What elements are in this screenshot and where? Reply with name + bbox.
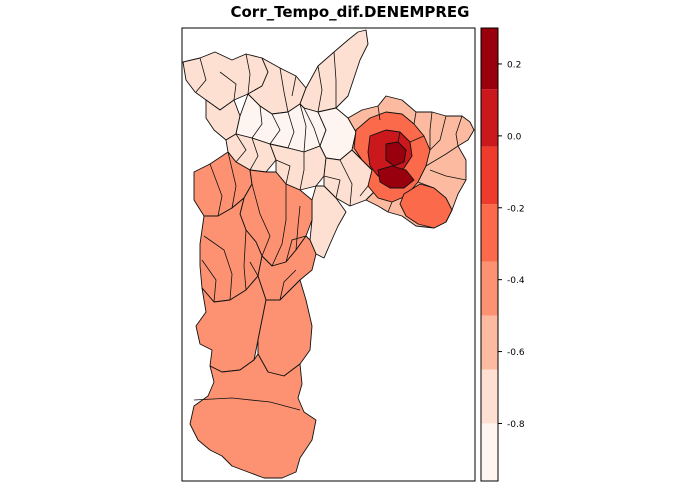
map-title: Corr_Tempo_dif.DENEMPREG [230,3,469,21]
district-boundary [359,185,369,197]
district-boundary [193,397,301,411]
district-boundary [209,163,223,217]
district-boundary [417,181,435,189]
color-legend: 0.2 0.0 -0.2 -0.4 -0.6 -0.8 [480,27,525,482]
district-boundary [271,184,287,267]
legend-tick-label-2: -0.2 [507,204,525,214]
legend-bin-7 [481,28,498,90]
legend-tick-label-1: 0.0 [507,132,522,142]
legend-tick-label-3: -0.4 [507,276,525,286]
district-boundary [303,107,321,147]
district-boundary [227,151,237,209]
district-boundary [339,159,353,207]
district-boundary [295,205,301,251]
district-boundary [387,201,393,213]
district-boundary [219,71,237,101]
map-frame [181,27,476,482]
legend-tick-label-0: 0.2 [507,60,521,70]
choropleth-map [182,29,475,479]
district-boundary [429,115,447,151]
district-boundary [425,145,459,167]
legend-bin-2 [481,315,498,370]
district-boundary [249,137,259,171]
district-boundary [299,103,307,153]
district-boundary [279,269,297,301]
legend-bin-4 [481,204,498,262]
district-boundary [409,135,425,143]
district-boundary [251,105,263,139]
district-boundary [245,53,251,95]
north-east-district [299,29,369,113]
district-boundary [279,67,289,113]
district-boundary [323,175,341,199]
district-boundary [317,65,323,113]
district-boundary [291,75,297,97]
east-hotspot-south [377,165,415,189]
legend-bin-5 [481,146,498,205]
district-boundary [377,105,381,121]
district-boundary [269,113,281,145]
legend-bin-1 [481,369,498,424]
legend-bin-0 [481,423,498,481]
district-boundary [275,159,291,185]
district-boundary [429,111,433,150]
district-boundary [249,261,259,277]
district-boundary [397,131,401,143]
legend-bin-6 [481,89,498,147]
far-south-east-district [257,279,313,377]
legend-bin-3 [481,261,498,316]
district-boundary [243,229,247,291]
district-boundary [201,259,217,303]
district-boundary [333,51,337,108]
district-boundary [287,111,295,149]
district-boundary [299,152,305,191]
legend-tick-label-4: -0.6 [507,348,525,358]
district-boundary [203,235,233,301]
district-boundary [455,115,463,147]
district-boundary [429,169,467,181]
center-ring-south [269,143,327,191]
district-boundary [413,111,417,125]
district-boundary [235,133,247,163]
district-boundary [195,57,207,93]
legend-tick-label-5: -0.8 [507,420,525,430]
district-boundary [285,235,307,263]
parelheiros-district [189,353,317,479]
district-boundary [251,183,271,257]
legend-frame [480,27,499,482]
